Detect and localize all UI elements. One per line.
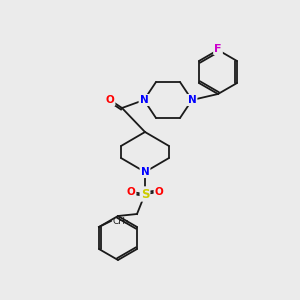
Text: O: O: [154, 187, 164, 197]
Text: CH₃: CH₃: [113, 217, 130, 226]
Text: N: N: [141, 167, 149, 177]
Text: S: S: [141, 188, 149, 200]
Text: N: N: [140, 95, 148, 105]
Text: O: O: [127, 187, 135, 197]
Text: N: N: [188, 95, 196, 105]
Text: O: O: [106, 95, 114, 105]
Text: F: F: [214, 44, 222, 54]
